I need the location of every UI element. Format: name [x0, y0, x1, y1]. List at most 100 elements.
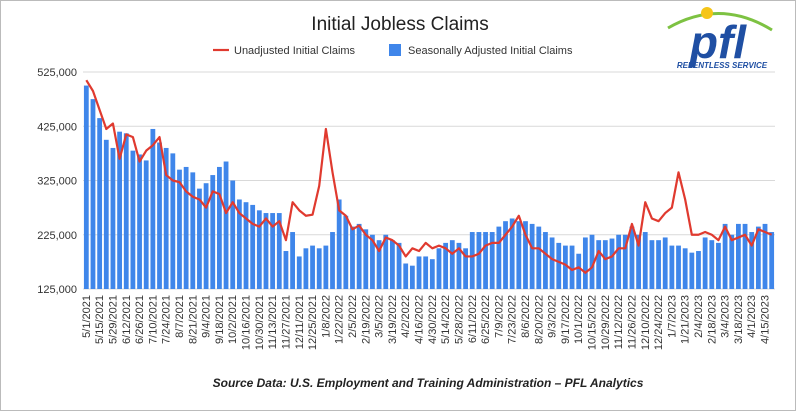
bar	[509, 218, 515, 289]
bar	[489, 232, 495, 289]
x-tick-label: 4/16/2022	[414, 295, 426, 344]
bar	[736, 223, 741, 289]
bar	[330, 232, 335, 289]
bar	[682, 248, 688, 289]
bar	[197, 188, 202, 289]
bar	[137, 154, 142, 289]
bar	[449, 240, 455, 289]
x-tick-label: 4/1/2023	[746, 295, 758, 338]
x-tick-label: 12/25/2021	[307, 295, 319, 350]
bar	[496, 226, 502, 289]
bar	[409, 265, 415, 289]
x-tick-label: 6/25/2022	[480, 295, 492, 344]
bar	[210, 175, 216, 289]
bar	[616, 234, 622, 289]
x-tick-label: 2/5/2022	[347, 295, 359, 338]
x-tick-label: 6/26/2021	[134, 295, 146, 344]
bar	[97, 118, 103, 289]
x-tick-label: 3/18/2023	[733, 295, 745, 344]
x-tick-label: 7/24/2021	[161, 295, 173, 344]
x-tick-label: 10/2/2021	[227, 295, 239, 344]
x-tick-label: 1/22/2022	[334, 295, 346, 344]
bar	[163, 147, 169, 289]
x-tick-label: 9/17/2022	[560, 295, 572, 344]
bar	[376, 240, 382, 289]
bar	[543, 232, 548, 289]
bar	[130, 150, 136, 289]
bar	[310, 245, 315, 289]
bar	[589, 234, 595, 289]
bar	[243, 202, 249, 289]
bar	[370, 234, 375, 289]
bar	[582, 237, 588, 289]
bar	[676, 245, 681, 289]
x-tick-label: 4/30/2022	[427, 295, 439, 344]
bar	[669, 245, 675, 289]
bar	[749, 232, 755, 289]
x-tick-label: 10/29/2022	[600, 295, 612, 350]
bar	[270, 213, 276, 289]
bar	[649, 240, 655, 289]
bar	[636, 234, 641, 289]
bar	[223, 161, 229, 289]
x-tick-label: 3/5/2022	[374, 295, 386, 338]
bar	[390, 240, 395, 289]
logo-swoosh	[667, 12, 773, 32]
x-tick-label: 1/8/2022	[320, 295, 332, 338]
legend-label: Seasonally Adjusted Initial Claims	[408, 45, 573, 57]
x-tick-label: 5/1/2021	[81, 295, 93, 338]
x-tick-label: 7/23/2022	[507, 295, 519, 344]
bar	[503, 221, 508, 289]
bar	[143, 160, 149, 289]
y-tick-label: 425,000	[37, 121, 77, 133]
bar	[290, 232, 295, 289]
bar	[217, 166, 222, 289]
x-tick-label: 8/20/2022	[533, 295, 545, 344]
bar	[276, 213, 282, 289]
bar	[429, 259, 435, 289]
x-tick-label: 2/4/2023	[693, 295, 705, 338]
bar	[556, 242, 562, 289]
x-tick-label: 4/15/2023	[760, 295, 772, 344]
x-tick-label: 5/29/2021	[107, 295, 119, 344]
bar	[709, 240, 715, 289]
x-tick-label: 10/30/2021	[254, 295, 266, 350]
x-tick-label: 10/16/2021	[241, 295, 253, 350]
bar	[762, 223, 768, 289]
x-tick-label: 3/19/2022	[387, 295, 399, 344]
bar	[350, 226, 355, 289]
x-tick-label: 8/6/2022	[520, 295, 532, 338]
bar	[469, 232, 475, 289]
bar	[476, 232, 482, 289]
bar	[110, 147, 116, 289]
bar	[296, 256, 302, 289]
bar	[343, 215, 349, 289]
bar	[523, 221, 528, 289]
bar	[722, 223, 728, 289]
bar	[755, 226, 761, 289]
bar	[742, 223, 748, 289]
bar	[696, 251, 701, 289]
bar	[356, 223, 362, 289]
bar	[303, 248, 309, 289]
x-tick-label: 7/10/2021	[147, 295, 159, 344]
bar	[642, 232, 648, 289]
legend-label: Unadjusted Initial Claims	[234, 45, 356, 57]
bar	[416, 256, 422, 289]
bar	[183, 166, 189, 289]
line	[85, 79, 773, 274]
x-tick-label: 2/18/2023	[706, 295, 718, 344]
bar	[90, 99, 96, 289]
bar	[576, 253, 582, 289]
bar	[103, 139, 109, 289]
y-tick-label: 125,000	[37, 284, 77, 296]
x-tick-label: 5/28/2022	[453, 295, 465, 344]
bar	[230, 180, 236, 289]
logo: pfl RELENTLESS SERVICE	[667, 7, 773, 70]
x-tick-label: 8/21/2021	[187, 295, 199, 344]
chart-title: Initial Jobless Claims	[311, 14, 488, 35]
bar	[463, 248, 468, 289]
bar	[516, 221, 522, 289]
bar	[157, 142, 162, 289]
